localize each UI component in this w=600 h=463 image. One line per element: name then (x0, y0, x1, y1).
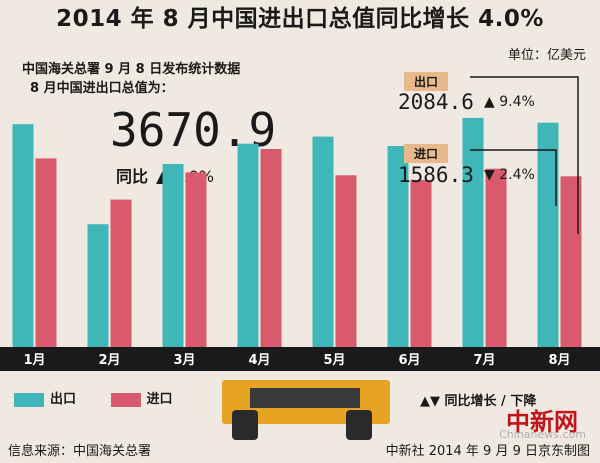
bar-layer (12, 117, 582, 348)
import-tag: 进口 (404, 144, 449, 163)
wheel-right (346, 410, 372, 440)
legend: 出口 进口 (14, 388, 203, 407)
import-change: ▼ 2.4% (484, 167, 535, 183)
unit-label: 单位：亿美元 (507, 48, 586, 63)
legend-import-label: 进口 (146, 392, 173, 407)
total-yoy-label: 同比 (116, 167, 149, 186)
legend-export-label: 出口 (50, 392, 77, 407)
import-bar-1 (35, 158, 57, 347)
import-bar-2 (110, 199, 132, 347)
export-leader (470, 76, 579, 234)
x-tick-label: 5月 (323, 353, 345, 368)
import-leader (470, 149, 557, 206)
trolley-graphic (222, 380, 390, 440)
export-tag: 出口 (404, 72, 449, 91)
import-bar-4 (260, 149, 282, 347)
legend-import-swatch (110, 392, 141, 407)
export-bar-8 (537, 122, 559, 347)
trolley-plate (250, 388, 360, 408)
watermark-logo: 中新网 (506, 407, 578, 436)
export-bar-6 (387, 146, 409, 347)
x-tick-label: 2月 (98, 353, 120, 368)
export-bar-4 (237, 143, 259, 347)
x-tick-label: 7月 (473, 353, 495, 368)
x-tick-label: 6月 (398, 353, 420, 368)
page-title: 2014 年 8 月中国进出口总值同比增长 4.0% (56, 6, 544, 32)
credit-note: 中新社 2014 年 9 月 9 日京东制图 (385, 444, 590, 459)
export-bar-3 (162, 164, 184, 347)
import-bar-7 (485, 168, 507, 347)
import-bar-3 (185, 172, 207, 347)
export-change: ▲ 9.4% (484, 94, 535, 110)
export-bar-2 (87, 224, 109, 347)
tick-layer: 1月 2月 3月 4月 5月 6月 7月 8月 (23, 353, 570, 368)
import-bar-5 (335, 175, 357, 347)
x-tick-label: 3月 (173, 353, 195, 368)
x-tick-label: 1月 (23, 353, 45, 368)
wheel-left (232, 410, 258, 440)
export-bar-5 (312, 136, 334, 347)
legend-arrow-note: ▲▼ 同比增长 / 下降 (420, 394, 537, 409)
x-tick-label: 4月 (248, 353, 270, 368)
watermark-url: Chinanews.com (499, 428, 586, 441)
export-bar-1 (12, 124, 34, 347)
import-bar-8 (560, 176, 582, 347)
total-caption: 8 月中国进出口总值为： (30, 81, 174, 96)
x-tick-label: 8月 (548, 353, 570, 368)
legend-import: 进口 (110, 388, 173, 407)
axis-band (0, 347, 600, 371)
import-bar-6 (410, 179, 432, 347)
source-note: 信息来源：中国海关总署 (8, 444, 152, 459)
legend-export: 出口 (14, 388, 76, 407)
leader-lines (470, 76, 579, 234)
import-value: 1586.3 (398, 163, 474, 187)
release-note: 中国海关总署 9 月 8 日发布统计数据 (22, 62, 241, 77)
legend-export-swatch (14, 392, 44, 407)
export-bar-7 (462, 117, 484, 348)
export-value: 2084.6 (398, 90, 474, 114)
